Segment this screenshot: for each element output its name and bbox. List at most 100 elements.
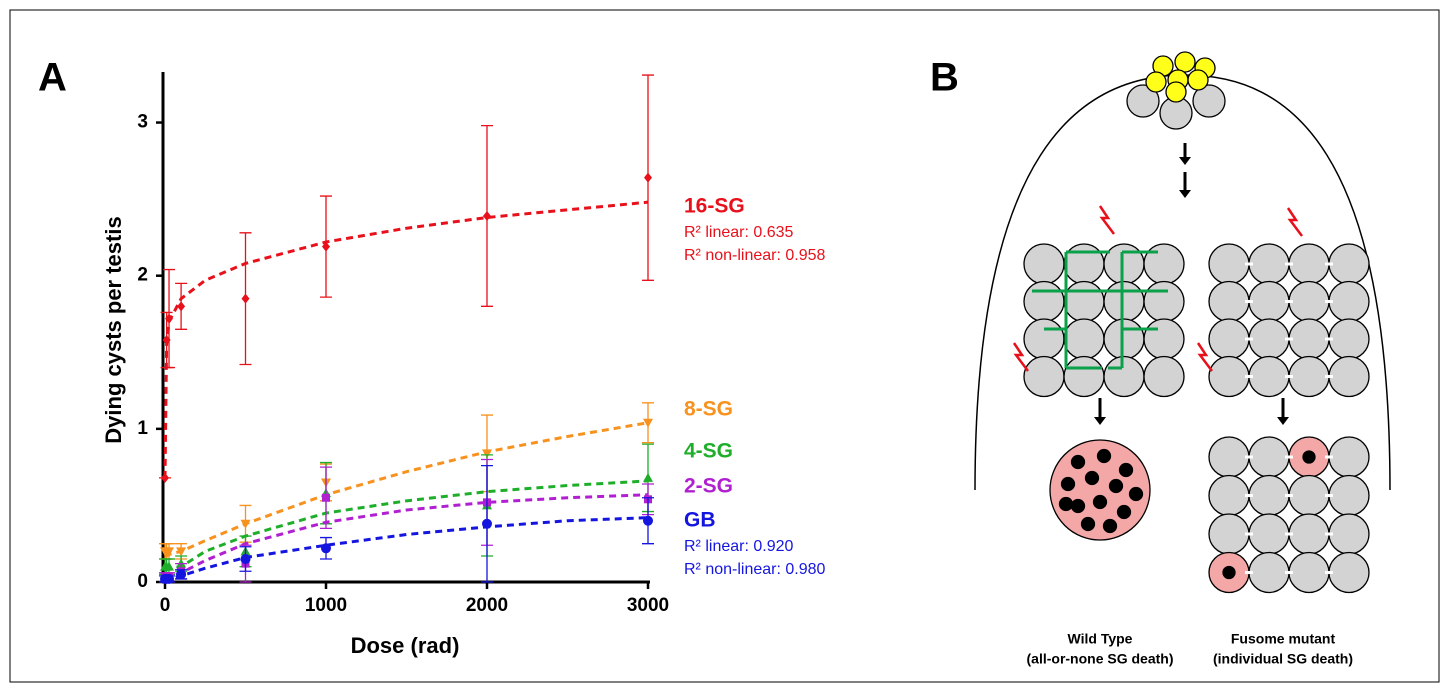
x-axis-title: Dose (rad): [351, 633, 460, 658]
spermatogonium: [1288, 551, 1330, 594]
spermatogonium: [1248, 513, 1290, 555]
data-point: [176, 569, 187, 580]
spermatogonium: [1328, 280, 1370, 323]
data-point: [164, 573, 175, 584]
caption-title: Fusome mutant: [1231, 631, 1336, 647]
series-label: 4-SG: [684, 440, 733, 463]
arrow-head: [1094, 417, 1106, 425]
series-label: 16-SG: [684, 195, 745, 218]
dead-nucleus: [1058, 496, 1074, 512]
spermatogonium: [1248, 436, 1290, 478]
spermatogonium: [1063, 280, 1105, 323]
fit-curve: [165, 479, 649, 572]
spermatogonium: [1328, 436, 1370, 478]
data-point: [164, 547, 175, 557]
spermatogonium: [1103, 318, 1145, 360]
spermatogonium: [1143, 280, 1185, 323]
data-point: [483, 210, 491, 221]
data-point: [643, 472, 653, 482]
spermatogonium: [1063, 355, 1105, 398]
fit-curve: [165, 493, 649, 581]
dead-nucleus: [1084, 470, 1100, 486]
spermatogonium: [1103, 355, 1145, 398]
hub-cell: [1174, 51, 1196, 73]
annotation: R² linear: 0.635: [684, 224, 793, 241]
dead-nucleus: [1128, 486, 1144, 502]
radiation-bolt: [1098, 205, 1115, 235]
caption-subtitle: (all-or-none SG death): [1027, 651, 1174, 667]
x-tick-label: 3000: [627, 595, 669, 616]
spermatogonium: [1208, 318, 1250, 360]
data-point: [643, 515, 653, 526]
dead-nucleus: [1070, 454, 1086, 470]
y-axis-title: Dying cysts per testis: [101, 216, 126, 443]
caption-title: Wild Type: [1068, 631, 1133, 647]
spermatogonium: [1328, 474, 1370, 517]
panel-label: A: [38, 56, 67, 100]
spermatogonium: [1328, 355, 1370, 398]
data-point: [322, 493, 330, 502]
spermatogonium: [1143, 243, 1185, 285]
data-point: [321, 543, 331, 554]
data-point: [240, 554, 251, 565]
spermatogonium: [1208, 280, 1250, 323]
y-tick-label: 3: [137, 112, 148, 133]
annotation: R² linear: 0.920: [684, 538, 793, 555]
spermatogonium: [1248, 318, 1290, 360]
annotation: R² non-linear: 0.980: [684, 561, 826, 578]
data-point: [482, 518, 492, 529]
data-point: [482, 449, 492, 459]
caption-subtitle: (individual SG death): [1213, 651, 1353, 667]
data-point: [240, 519, 251, 529]
spermatogonium: [1248, 551, 1290, 594]
spermatogonium: [1023, 355, 1065, 398]
diagram: Wild Type (all-or-none SG death) Fusome …: [974, 51, 1391, 667]
spermatogonium: [1328, 243, 1370, 285]
series-label: 8-SG: [684, 398, 733, 421]
y-tick-label: 2: [137, 265, 148, 286]
y-tick-label: 1: [137, 418, 148, 439]
panel-label: B: [930, 56, 959, 100]
dead-nucleus: [1108, 478, 1124, 494]
data-point: [643, 418, 653, 428]
radiation-bolt: [1012, 342, 1029, 372]
spermatogonium: [1288, 355, 1330, 398]
dead-nucleus: [1096, 448, 1112, 464]
spermatogonium: [1288, 280, 1330, 323]
arrow-head: [1179, 190, 1191, 198]
radiation-bolt: [1286, 207, 1303, 237]
annotation: R² non-linear: 0.958: [684, 247, 826, 264]
spermatogonium: [1208, 513, 1250, 555]
spermatogonium: [1063, 318, 1105, 360]
spermatogonium: [1328, 551, 1370, 594]
dead-nucleus: [1302, 450, 1316, 464]
x-tick-label: 2000: [466, 595, 508, 616]
spermatogonium: [1248, 280, 1290, 323]
data-point: [165, 313, 174, 324]
hub-cell: [1187, 69, 1209, 91]
spermatogonium: [1328, 318, 1370, 360]
spermatogonium: [1328, 513, 1370, 555]
arrow-head: [1179, 157, 1191, 165]
series-label: 2-SG: [684, 475, 733, 498]
spermatogonium: [1063, 243, 1105, 285]
x-tick-label: 0: [160, 595, 171, 616]
hub-cell: [1165, 81, 1187, 103]
spermatogonium: [1143, 318, 1185, 360]
x-tick-label: 1000: [305, 595, 347, 616]
data-point: [164, 561, 175, 571]
dead-nucleus: [1222, 565, 1236, 580]
spermatogonium: [1208, 474, 1250, 517]
spermatogonium: [1248, 243, 1290, 285]
spermatogonium: [1248, 355, 1290, 398]
spermatogonium: [1103, 243, 1145, 285]
frame: [9, 9, 1440, 683]
spermatogonium: [1288, 513, 1330, 555]
data-point: [161, 472, 169, 483]
spermatogonium: [1103, 280, 1145, 323]
data-point: [644, 172, 652, 183]
spermatogonium: [1023, 318, 1065, 360]
spermatogonium: [1143, 355, 1185, 398]
spermatogonium: [1288, 474, 1330, 517]
